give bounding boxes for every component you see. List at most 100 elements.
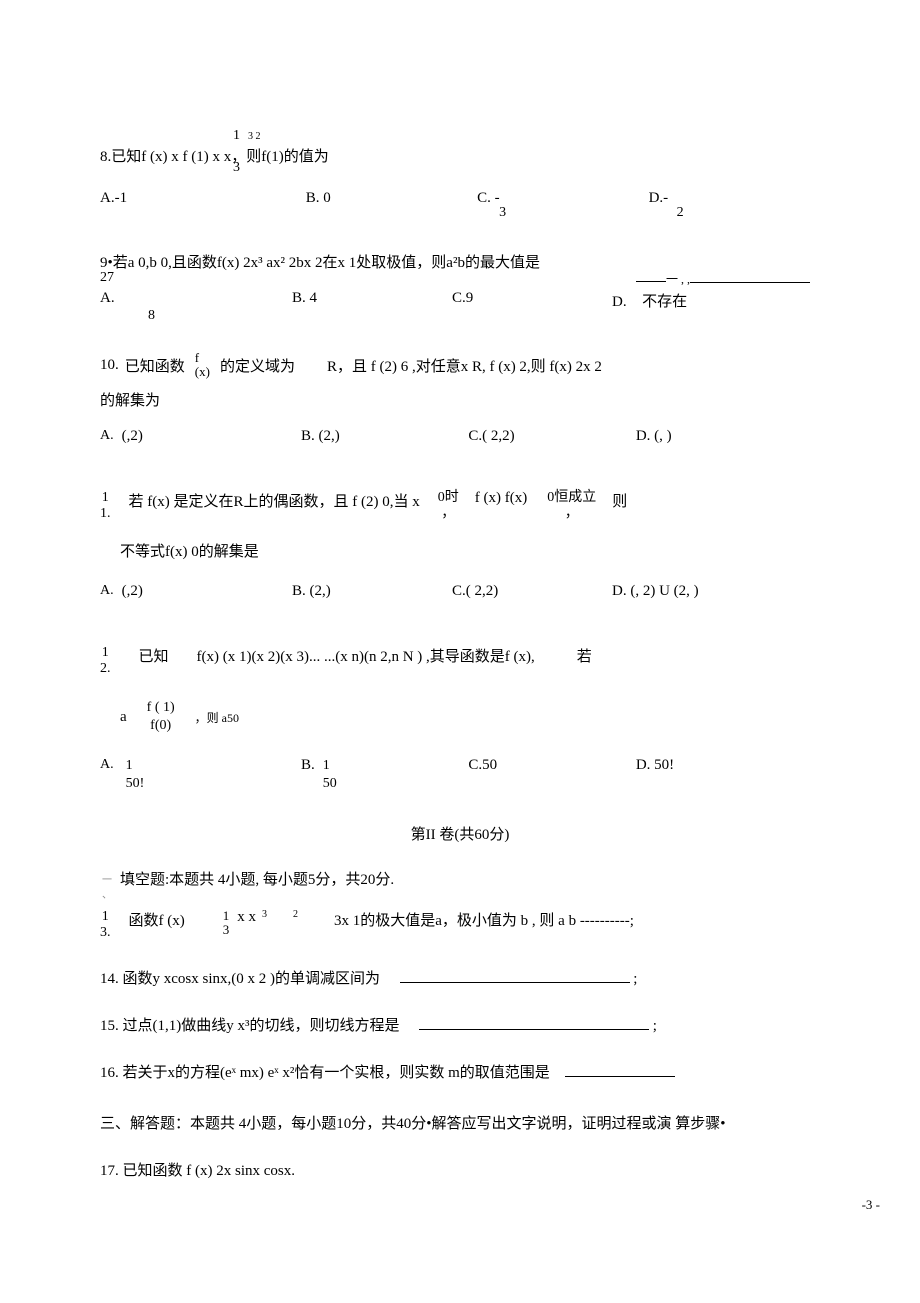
q13-frac-top: 1 [223,909,230,923]
q8-d-label: D.- [649,190,669,206]
q10-option-b: B. (2,) [301,428,468,460]
q11-a-text: (,2) [122,583,143,600]
question-8: 1 3 2 8.已知f (x) x f (1) x x，则f(1)的值为 3 A… [100,130,820,221]
q10-pre: 已知函数 [125,355,185,376]
question-16: 16. 若关于x的方程(eˣ mx) eˣ x²恰有一个实根，则实数 m的取值范… [100,1061,820,1082]
q12-mid: f(x) (x 1)(x 2)(x 3)... ...(x n)(n 2,n N… [197,645,535,666]
page: 1 3 2 8.已知f (x) x f (1) x x，则f(1)的值为 3 A… [0,0,920,1238]
q14-blank [400,981,630,983]
q8-option-b: B. 0 [306,190,477,207]
q11-option-c: C.( 2,2) [452,583,612,615]
q10-option-c: C.( 2,2) [468,428,635,460]
q9-d-text: 不存在 [642,294,687,310]
q11-zero-top: 0时 [438,490,459,506]
q12-fraction: f ( 1) f(0) [147,699,175,735]
q10-a-letter: A. . [100,428,114,460]
q12-num-top: 1 [102,645,109,661]
q11-num-top: 1 [102,490,109,506]
q10-option-a: A. . (,2) [100,428,301,460]
q10-options: A. . (,2) B. (2,) C.( 2,2) D. (, ) [100,428,820,460]
q11-const-bot: ， [565,506,579,522]
q8-option-d: D.- 2 [649,190,820,221]
q9-a-27: 27 [100,270,114,286]
question-15: 15. 过点(1,1)做曲线y x³的切线，则切线方程是 ; [100,1014,820,1035]
q11-tail: f (x) f(x) [475,490,527,507]
q10-rest: R，且 f (2) 6 ,对任意x R, f (x) 2,则 f(x) 2x 2 [327,355,602,376]
q8-d-denom: 2 [677,205,820,221]
q10-stem-line1: 10. 已知函数 f (x) 的定义域为 R，且 f (2) 6 ,对任意x R… [100,351,820,379]
q12-a-A: A. [100,757,114,773]
q12-pre: 已知 [139,645,169,666]
question-12: 1 2. 已知 f(x) (x 1)(x 2)(x 3)... ...(x n)… [100,645,820,793]
q8-frac-numer: 1 [233,128,240,144]
q9-option-a: A. 8 [100,290,292,307]
q11-option-d: D. (, 2) U (2, ) [612,583,820,615]
q12-stem-line1: 1 2. 已知 f(x) (x 1)(x 2)(x 3)... ...(x n)… [100,645,820,677]
question-17: 17. 已知函数 f (x) 2x sinx cosx. [100,1159,820,1180]
q13-fraction: 1 3 [223,909,230,937]
q9-d-label: D. [612,294,627,310]
q11-number: 1 1. [100,490,111,522]
q9-option-b: B. 4 [292,290,452,307]
q12-num-bot: 2. [100,661,111,677]
q13-num-top: 1 [102,909,109,925]
q13-pre: 函数f (x) [129,909,185,930]
q9-a-8: 8 [148,308,155,324]
q12-option-d: D. 50! [636,757,820,793]
q9-d-line-right [690,281,810,283]
q12-b-label: B. [301,757,315,774]
q12-a-value: 1 50! [126,757,145,793]
q12-options: A. . 1 50! B. 1 50 C.50 D. 50! [100,757,820,793]
q9-option-d: 一 , , D. 不存在 [612,290,820,311]
section-marker-icon: 一、 [102,871,112,901]
q12-b-bot: 50 [323,775,337,793]
q10-fx-top: f [195,351,199,365]
q11-a-letter: A. . [100,583,114,615]
q11-a-A: A. [100,583,114,599]
q14-semi: ; [633,971,637,987]
q10-fx-bot: (x) [195,365,210,379]
question-14: 14. 函数y xcosx sinx,(0 x 2 )的单调减区间为 ; [100,967,820,988]
q10-mid: 的定义域为 [220,355,295,376]
q12-option-a: A. . 1 50! [100,757,301,793]
q11-num-bot: 1. [100,506,111,522]
q12-option-b: B. 1 50 [301,757,468,793]
q13-num-bot: 3. [100,925,111,941]
q12-frac-top: f ( 1) [147,699,175,717]
q11-option-a: A. . (,2) [100,583,292,615]
q15-blank [419,1028,649,1030]
q12-frac-bot: f(0) [150,717,171,735]
q8-exponents: 3 2 [248,131,261,142]
q13-xx: x x [237,909,256,926]
question-11: 1 1. 若 f(x) 是定义在R上的偶函数，且 f (2) 0,当 x 0时 … [100,490,820,615]
q14-text: 14. 函数y xcosx sinx,(0 x 2 )的单调减区间为 [100,971,380,987]
q12-a-definition: a f ( 1) f(0) ，则 a50 [100,699,820,735]
question-9: 9•若a 0,b 0,且函数f(x) 2x³ ax² 2bx 2在x 1处取极值… [100,251,820,311]
q10-a-text: (,2) [122,428,143,445]
q15-text: 15. 过点(1,1)做曲线y x³的切线，则切线方程是 [100,1018,400,1034]
q12-a-label: a [120,709,127,726]
q12-ruo: 若 [577,645,592,666]
q10-option-d: D. (, ) [636,428,820,460]
q16-text: 16. 若关于x的方程(eˣ mx) eˣ x²恰有一个实根，则实数 m的取值范… [100,1065,550,1081]
q12-a-top: 1 [126,757,133,775]
q12-a-letter: A. . [100,757,114,789]
q13-exp3: 3 [262,909,267,920]
q12-option-c: C.50 [468,757,635,793]
q9-d-line-left [636,281,666,283]
q10-number: 10. [100,357,119,374]
question-10: 10. 已知函数 f (x) 的定义域为 R，且 f (2) 6 ,对任意x R… [100,351,820,460]
q8-c-label: C. - [477,190,500,206]
q11-zero-cond: 0时 ， [438,490,459,522]
q11-const: 0恒成立 ， [547,490,596,522]
q11-stem-text: 若 f(x) 是定义在R上的偶函数，且 f (2) 0,当 x [129,490,420,511]
question-13: 1 3. 函数f (x) 1 3 x x 3 2 3x 1的极大值是a，极小值为… [100,909,820,941]
q11-stem-line1: 1 1. 若 f(x) 是定义在R上的偶函数，且 f (2) 0,当 x 0时 … [100,490,820,522]
q11-ze: 则 [612,490,627,511]
q10-a-A: A. [100,428,114,444]
q8-c-denom: 3 [499,205,648,221]
fill-intro-text: 填空题:本题共 4小题, 每小题5分，共20分. [120,872,394,888]
q10-stem-line2: 的解集为 [100,389,820,410]
q12-a-bot: 50! [126,775,145,793]
q15-semi: ; [653,1018,657,1034]
